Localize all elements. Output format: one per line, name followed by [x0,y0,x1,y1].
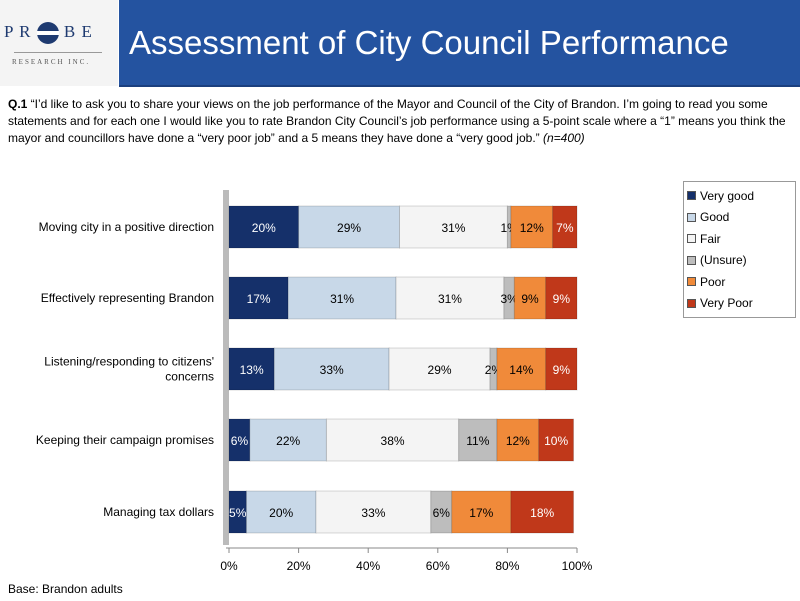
bar-segment [545,347,578,391]
bar-segment [273,347,390,391]
data-label: 22% [276,434,300,448]
question-label: Q.1 [8,97,28,111]
legend-item: Good [687,207,795,229]
data-label: 9% [521,292,539,306]
data-label: 3% [500,292,518,306]
data-label: 33% [320,363,344,377]
data-label: 6% [231,434,249,448]
category-label: Listening/responding to citizens' [44,355,214,369]
axis-wall [223,190,229,545]
legend-swatch [687,191,696,201]
bar-segment [388,347,491,391]
title-bar: Assessment of City Council Performance [119,0,800,87]
category-label: concerns [165,370,214,384]
bar-segment [228,205,300,249]
legend-item: Very Poor [687,293,795,315]
data-label: 31% [441,221,465,235]
data-label: 31% [330,292,354,306]
x-tick-label: 20% [287,559,311,573]
legend: Very good Good Fair (Unsure) Poor Very Poor [683,181,796,318]
x-tick-label: 80% [495,559,519,573]
category-label: Effectively representing Brandon [41,291,214,305]
bar-segment [451,490,512,534]
data-label: 20% [269,506,293,520]
bar-segment [496,347,547,391]
legend-label: (Unsure) [700,253,747,268]
bar-segment [510,205,554,249]
x-tick-label: 0% [220,559,238,573]
bar-segment [287,276,397,320]
data-label: 17% [247,292,271,306]
bar-segment [399,205,508,249]
data-label: 10% [544,434,568,448]
question-text: Q.1 “I’d like to ask you to share your v… [8,96,793,147]
data-label: 6% [433,506,451,520]
legend-swatch [687,255,696,265]
bar-segment [245,490,317,534]
legend-item: (Unsure) [687,250,795,272]
data-label: 12% [520,221,544,235]
category-label: Moving city in a positive direction [39,220,214,234]
legend-swatch [687,234,696,244]
data-label: 29% [337,221,361,235]
bar-segment [545,276,578,320]
legend-label: Very good [700,188,755,203]
x-tick-label: 60% [426,559,450,573]
legend-item: Fair [687,228,795,250]
bar-segment [325,418,460,462]
bar-segment [458,418,498,462]
data-label: 29% [428,363,452,377]
legend-label: Fair [700,231,721,246]
probe-research-logo: P R B E RESEARCH INC. [0,0,118,86]
category-label: Keeping their campaign promises [36,433,214,447]
bar-segment [298,205,401,249]
x-tick-label: 100% [562,559,593,573]
data-label: 31% [438,292,462,306]
logo-subtitle: RESEARCH INC. [12,58,91,66]
data-label: 20% [252,221,276,235]
bar-segment [538,418,575,462]
data-label: 11% [466,434,489,448]
legend-label: Very Poor [700,296,753,311]
data-label: 13% [240,363,264,377]
legend-swatch [687,212,696,222]
bar-segment [395,276,505,320]
page-title: Assessment of City Council Performance [129,24,729,61]
bar-segment [496,418,540,462]
x-tick-label: 40% [356,559,380,573]
bar-segment [552,205,578,249]
bar-segment [513,276,547,320]
logo-word: P R B E [4,22,116,45]
data-label: 9% [553,292,571,306]
bar-segment [228,347,275,391]
data-label: 7% [556,221,574,235]
question-body: “I’d like to ask you to share your views… [8,97,786,145]
legend-label: Poor [700,274,726,289]
legend-item: Poor [687,271,795,293]
bar-segment [510,490,575,534]
data-label: 14% [509,363,533,377]
data-label: 18% [530,506,554,520]
data-label: 5% [229,506,247,520]
legend-label: Good [700,210,730,225]
sample-size: (n=400) [542,131,585,145]
base-note: Base: Brandon adults [8,582,123,596]
bar-segment [228,276,289,320]
category-label: Managing tax dollars [103,505,214,519]
data-label: 12% [506,434,530,448]
data-label: 9% [553,363,571,377]
legend-swatch [687,298,696,308]
data-label: 38% [381,434,405,448]
legend-item: Very good [687,185,795,207]
legend-swatch [687,277,696,287]
data-label: 33% [361,506,385,520]
data-label: 17% [469,506,493,520]
